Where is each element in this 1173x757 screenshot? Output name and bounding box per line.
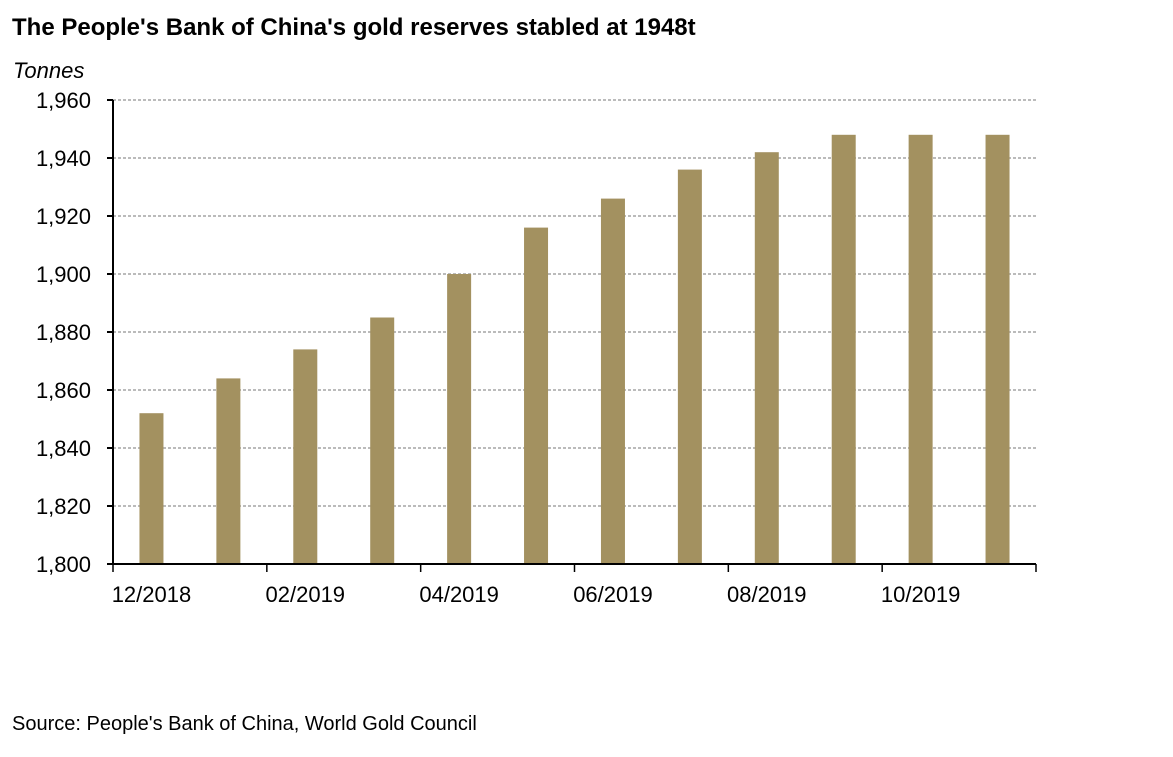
x-tick-label: 04/2019 xyxy=(419,582,499,607)
bar xyxy=(985,134,1010,565)
bar xyxy=(831,134,856,565)
y-tick-label: 1,920 xyxy=(36,204,91,229)
y-tick-label: 1,820 xyxy=(36,494,91,519)
y-tick-label: 1,880 xyxy=(36,320,91,345)
bar xyxy=(216,378,241,564)
y-tick-label: 1,960 xyxy=(36,88,91,113)
y-tick-label: 1,860 xyxy=(36,378,91,403)
y-tick-label: 1,840 xyxy=(36,436,91,461)
bar xyxy=(754,152,779,564)
bar xyxy=(447,274,472,564)
x-tick-label: 12/2018 xyxy=(112,582,192,607)
x-tick-label: 08/2019 xyxy=(727,582,807,607)
bar xyxy=(293,349,318,564)
bar xyxy=(139,413,164,564)
chart-title: The People's Bank of China's gold reserv… xyxy=(12,14,696,41)
y-tick-label: 1,800 xyxy=(36,552,91,577)
y-axis-label: Tonnes xyxy=(13,58,85,83)
x-tick-label: 06/2019 xyxy=(573,582,653,607)
bar xyxy=(677,169,702,564)
bar xyxy=(908,134,933,565)
bar xyxy=(370,317,395,564)
y-tick-label: 1,900 xyxy=(36,262,91,287)
bar xyxy=(600,198,625,564)
x-tick-label: 10/2019 xyxy=(881,582,961,607)
y-tick-label: 1,940 xyxy=(36,146,91,171)
x-tick-label: 02/2019 xyxy=(266,582,346,607)
source-note: Source: People's Bank of China, World Go… xyxy=(12,713,477,735)
bar xyxy=(524,227,549,564)
